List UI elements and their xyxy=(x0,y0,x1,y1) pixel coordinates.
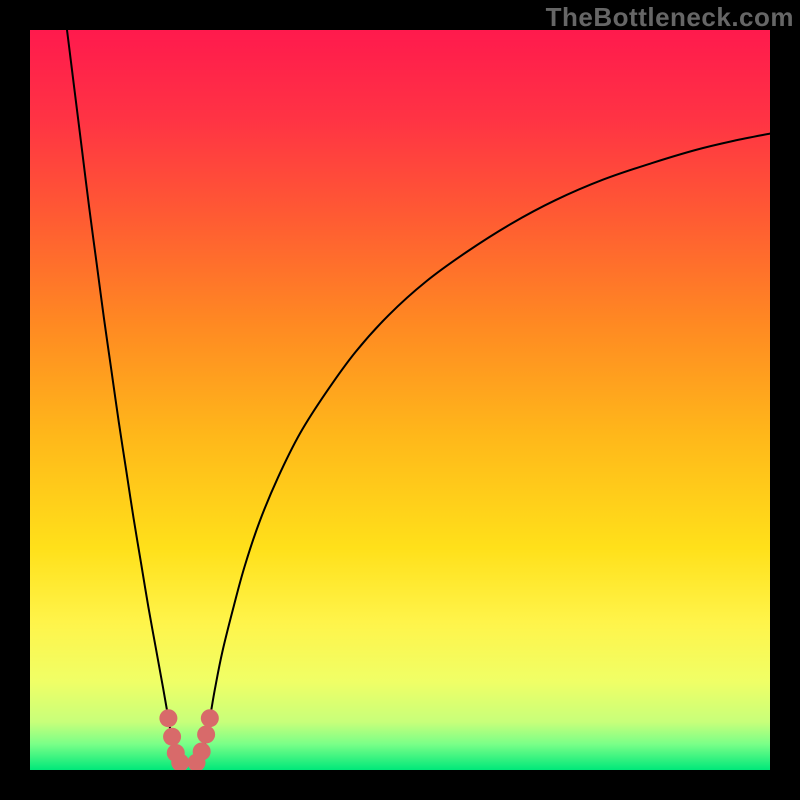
marker-dot xyxy=(201,709,219,727)
watermark-text: TheBottleneck.com xyxy=(546,2,794,33)
marker-dot xyxy=(193,743,211,761)
chart-background xyxy=(30,30,770,770)
chart-svg xyxy=(30,30,770,770)
marker-dot xyxy=(197,725,215,743)
chart-frame: TheBottleneck.com xyxy=(0,0,800,800)
marker-dot xyxy=(163,728,181,746)
plot-area xyxy=(30,30,770,770)
marker-dot xyxy=(159,709,177,727)
